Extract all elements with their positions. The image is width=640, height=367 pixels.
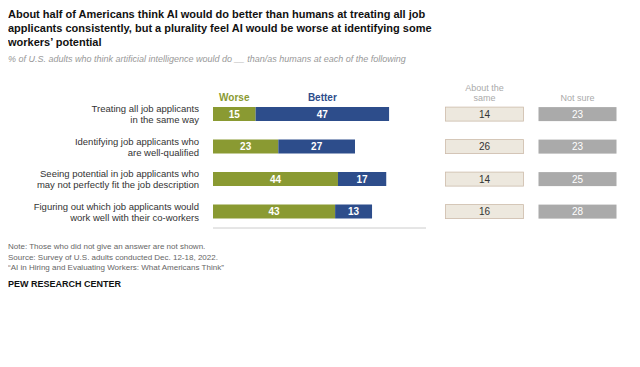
svg-text:27: 27 [311,141,323,152]
svg-text:Seeing potential in job applic: Seeing potential in job applicants whoma… [37,168,199,190]
svg-text:28: 28 [572,206,584,217]
svg-text:17: 17 [357,174,369,185]
svg-text:47: 47 [317,109,329,120]
svg-text:Worse: Worse [219,92,250,103]
svg-text:Better: Better [308,92,337,103]
svg-text:25: 25 [572,174,584,185]
svg-text:44: 44 [270,174,282,185]
svg-text:13: 13 [348,206,360,217]
svg-text:Figuring out which job applica: Figuring out which job applicants wouldw… [34,201,200,223]
svg-text:23: 23 [572,109,584,120]
svg-text:14: 14 [479,109,491,120]
svg-text:15: 15 [229,109,241,120]
svg-text:Not sure: Not sure [560,93,594,103]
html-text:About half of Americans think: About half of Americans think AI would d… [8,8,432,48]
svg-text:23: 23 [240,141,252,152]
html-text:% of U.S. adults who think art: % of U.S. adults who think artificial in… [8,54,406,65]
html-text:Note: Those who did not give a: Note: Those who did not give an answer a… [8,242,224,272]
svg-text:23: 23 [572,141,584,152]
svg-text:Treating all job applicantsin: Treating all job applicantsin the same w… [92,103,200,125]
svg-text:Identifying job applicants who: Identifying job applicants whoare well-q… [75,136,199,158]
svg-text:14: 14 [479,174,491,185]
svg-text:About thesame: About thesame [465,83,504,103]
svg-text:43: 43 [268,206,280,217]
svg-text:26: 26 [479,141,491,152]
svg-text:16: 16 [479,206,491,217]
html-text:PEW RESEARCH CENTER: PEW RESEARCH CENTER [8,279,121,290]
